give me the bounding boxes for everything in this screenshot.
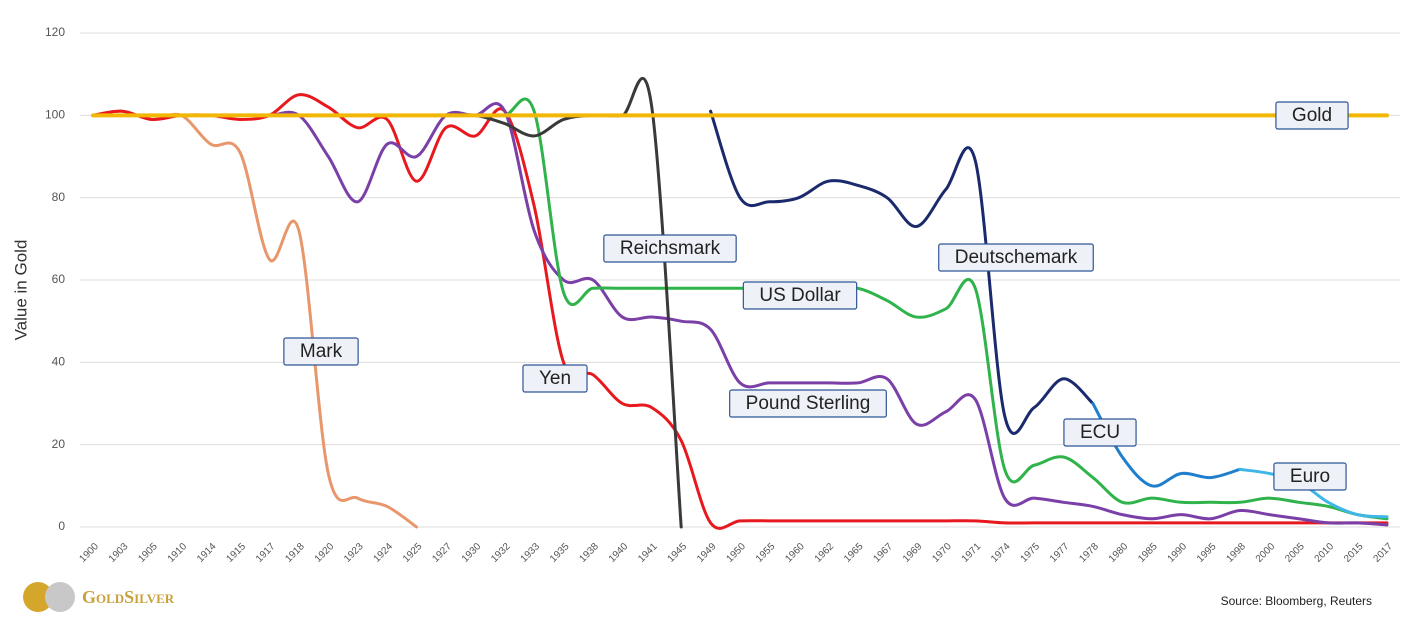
x-tick-label: 1938 — [577, 541, 601, 565]
x-tick-label: 1980 — [1107, 541, 1131, 565]
legend-box — [729, 389, 887, 418]
logo-text: GoldSilver — [82, 587, 175, 607]
x-tick-label: 2005 — [1283, 541, 1307, 565]
x-tick-label: 1955 — [754, 541, 778, 565]
series-line — [444, 76, 683, 529]
x-tick-label: 1941 — [636, 541, 660, 565]
x-tick-label: 1924 — [372, 541, 396, 565]
x-tick-label: 2017 — [1371, 541, 1395, 565]
x-tick-label: 1969 — [901, 541, 925, 565]
x-tick-label: 1985 — [1136, 541, 1160, 565]
x-tick-label: 1974 — [989, 541, 1013, 565]
x-tick-label: 1923 — [342, 541, 366, 565]
x-tick-label: 1918 — [283, 541, 307, 565]
logo-coin — [45, 582, 75, 612]
source: Source: Bloomberg, Reuters — [1221, 594, 1372, 608]
series-line — [91, 97, 1389, 521]
logo-coin — [23, 582, 53, 612]
x-tick-label: 1977 — [1048, 541, 1072, 565]
legend-label: Euro — [1290, 466, 1330, 487]
x-tick-label: 1933 — [519, 541, 543, 565]
x-tick-label: 1971 — [960, 541, 984, 565]
y-tick-label: 80 — [52, 190, 66, 204]
series-line — [91, 93, 1389, 530]
x-tick-label: 1917 — [254, 541, 278, 565]
legend-box — [603, 234, 737, 263]
x-tick-label: 1914 — [195, 541, 219, 565]
x-tick-label: 1945 — [666, 541, 690, 565]
legend-label: Deutschemark — [955, 247, 1078, 268]
x-tick-label: 2015 — [1342, 541, 1366, 565]
legend-label: Reichsmark — [620, 238, 721, 259]
x-tick-label: 1927 — [430, 541, 454, 565]
legend-label: US Dollar — [759, 285, 841, 306]
x-tick-label: 1998 — [1224, 541, 1248, 565]
legend-box — [1273, 462, 1347, 491]
x-tick-label: 1965 — [842, 541, 866, 565]
x-tick-label: 1920 — [313, 541, 337, 565]
x-tick-label: 1975 — [1019, 541, 1043, 565]
y-tick-label: 120 — [45, 25, 65, 39]
x-tick-label: 1960 — [783, 541, 807, 565]
legend-label: ECU — [1080, 422, 1120, 443]
x-tick-label: 1900 — [77, 541, 101, 565]
x-tick-label: 1932 — [489, 541, 513, 565]
y-axis-label: Value in Gold — [11, 240, 30, 341]
y-tick-label: 0 — [58, 519, 65, 533]
y-tick-label: 20 — [52, 437, 66, 451]
x-tick-label: 2010 — [1313, 541, 1337, 565]
x-tick-label: 1949 — [695, 541, 719, 565]
y-tick-label: 40 — [52, 355, 66, 369]
x-tick-label: 1915 — [225, 541, 249, 565]
legend-box — [283, 337, 359, 366]
y-tick-label: 60 — [52, 272, 66, 286]
legend-label: Yen — [539, 368, 571, 389]
x-tick-label: 1995 — [1195, 541, 1219, 565]
series-line — [91, 109, 418, 529]
legend-label: Pound Sterling — [746, 393, 871, 414]
x-tick-label: 1950 — [724, 541, 748, 565]
y-tick-label: 100 — [45, 108, 65, 122]
x-tick-label: 1940 — [607, 541, 631, 565]
x-tick-label: 1970 — [930, 541, 954, 565]
series-line — [709, 109, 1095, 435]
x-tick-label: 1990 — [1166, 541, 1190, 565]
x-tick-label: 1978 — [1077, 541, 1101, 565]
x-tick-label: 1967 — [872, 541, 896, 565]
series-line — [1238, 467, 1389, 519]
x-tick-label: 1935 — [548, 541, 572, 565]
legend-box — [1063, 418, 1137, 447]
x-tick-label: 1925 — [401, 541, 425, 565]
legend-label: Gold — [1292, 105, 1332, 126]
x-tick-label: 1930 — [460, 541, 484, 565]
x-tick-label: 1962 — [813, 541, 837, 565]
x-tick-label: 1910 — [166, 541, 190, 565]
x-tick-label: 1905 — [136, 541, 160, 565]
x-tick-label: 1903 — [107, 541, 131, 565]
series-line — [1091, 402, 1242, 488]
legend-box — [1275, 101, 1349, 130]
legend-box — [522, 364, 588, 393]
legend-box — [938, 243, 1094, 272]
legend-label: Mark — [300, 341, 343, 362]
legend-box — [742, 281, 858, 310]
x-tick-label: 2000 — [1254, 541, 1278, 565]
series-line — [91, 102, 1389, 527]
